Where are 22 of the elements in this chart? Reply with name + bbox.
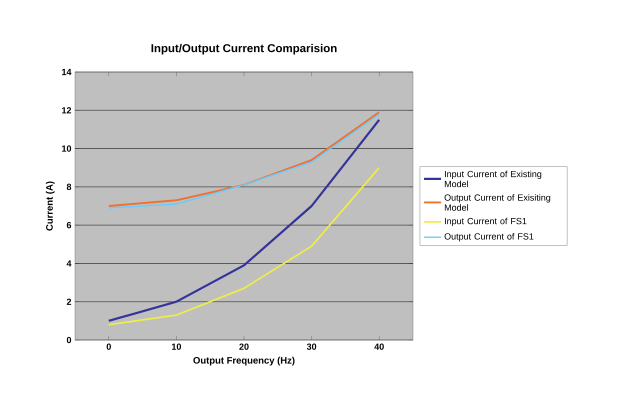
y-tick-label: 2 — [66, 298, 72, 305]
legend-label: Output Current of Exisiting Model — [444, 194, 550, 211]
y-axis-title: Current (A) — [46, 182, 55, 231]
chart-title: Input/Output Current Comparision — [152, 44, 337, 54]
y-tick-label: 0 — [66, 336, 72, 344]
legend-label: Input Current of FS1 — [444, 218, 526, 226]
x-tick-label: 30 — [306, 344, 316, 350]
line-series — [108, 166, 380, 326]
y-tick-label: 4 — [66, 260, 72, 267]
x-tick-label: 10 — [172, 344, 182, 350]
y-tick-label: 14 — [62, 68, 72, 76]
x-tick-label: 0 — [106, 344, 111, 350]
legend-label: Input Current of Existing Model — [444, 170, 542, 188]
line-series — [108, 118, 380, 322]
x-tick-label: 40 — [374, 344, 384, 350]
x-axis-title: Output Frequency (Hz) — [193, 356, 295, 366]
y-tick-label: 10 — [62, 145, 72, 152]
x-tick-label: 20 — [239, 344, 249, 350]
y-tick-label: 8 — [66, 184, 72, 190]
y-tick-label: 12 — [62, 107, 72, 114]
legend-label: Output Current of FS1 — [444, 233, 534, 242]
y-tick-label: 6 — [66, 222, 72, 228]
